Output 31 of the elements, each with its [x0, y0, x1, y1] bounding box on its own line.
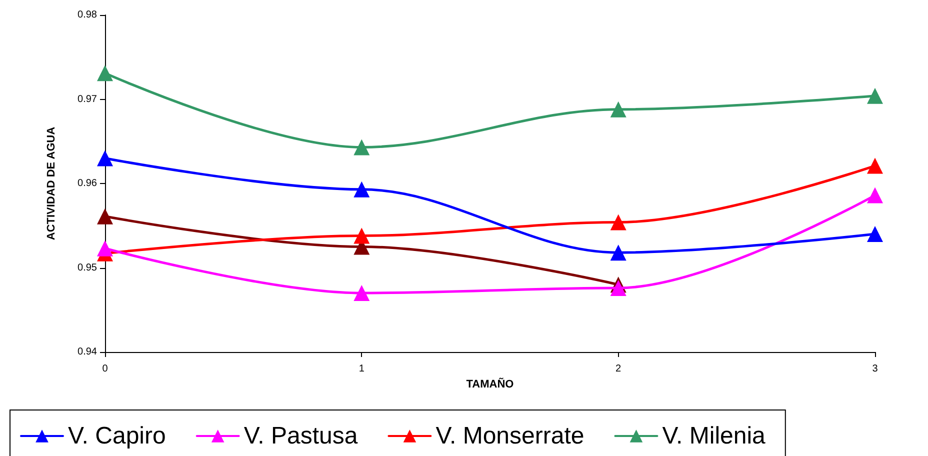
y-tick-label: 0.97 — [78, 94, 98, 105]
point — [97, 240, 113, 256]
x-tick-label: 2 — [616, 364, 622, 374]
point — [867, 187, 883, 204]
legend-label: V. Monserrate — [436, 422, 584, 450]
y-tick-label: 0.94 — [78, 346, 98, 358]
x-tick-label: 3 — [872, 364, 878, 374]
x-axis-title: TAMAÑO — [466, 377, 514, 390]
point — [354, 285, 370, 302]
point — [610, 280, 626, 296]
y-tick-label: 0.98 — [78, 10, 98, 20]
legend-label: V. Milenia — [662, 422, 766, 450]
point — [610, 214, 626, 230]
point — [867, 158, 883, 174]
point — [867, 88, 883, 104]
x-tick-label: 0 — [102, 364, 108, 374]
point — [354, 181, 370, 198]
point — [610, 244, 626, 261]
point — [867, 226, 883, 242]
legend-label: V. Pastusa — [244, 422, 358, 450]
y-axis-title: ACTIVIDAD DE AGUA — [46, 126, 58, 240]
point — [610, 101, 626, 118]
x-tick-label: 1 — [358, 364, 365, 374]
y-tick-label: 0.95 — [78, 262, 98, 274]
y-tick-label: 0.96 — [78, 178, 98, 189]
point — [97, 65, 113, 82]
point — [97, 150, 113, 166]
legend-label: V. Capiro — [68, 422, 166, 450]
point — [354, 139, 370, 156]
point — [354, 228, 370, 244]
point — [97, 208, 113, 224]
